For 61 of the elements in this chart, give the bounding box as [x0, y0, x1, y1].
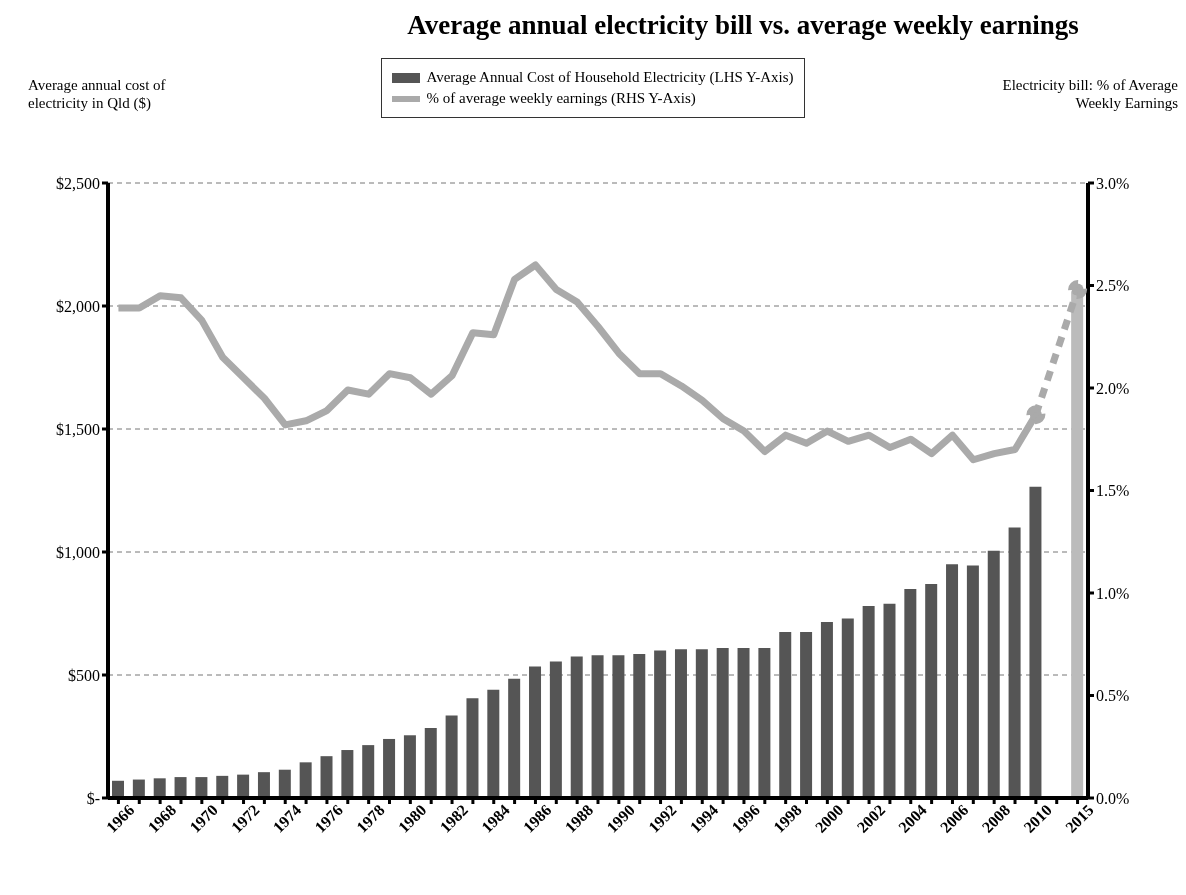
bar: [237, 774, 250, 798]
bar: [341, 750, 354, 798]
bar: [862, 606, 875, 798]
y2-tick-label: 0.5%: [1096, 687, 1130, 705]
bar: [403, 735, 416, 798]
y2-tick-label: 0.0%: [1096, 789, 1130, 807]
bar: [362, 745, 375, 798]
bar: [966, 565, 979, 798]
bar: [257, 772, 270, 798]
bar: [758, 647, 771, 798]
y-tick-label: $2,000: [56, 297, 100, 315]
bar: [883, 603, 896, 798]
bar: [946, 564, 959, 798]
bar: [779, 631, 792, 798]
bar: [299, 762, 312, 798]
legend-label: Average Annual Cost of Household Electricity (LHS Y-Axis): [426, 69, 794, 86]
y2-axis-title: Electricity bill: % of Average Weekly Earnings: [1001, 76, 1178, 112]
bar: [633, 654, 646, 798]
y2-tick-label: 1.5%: [1096, 482, 1130, 500]
bar: [549, 661, 562, 798]
bar: [383, 738, 396, 798]
y-tick-label: $-: [86, 789, 100, 807]
bar: [216, 775, 229, 798]
bar: [529, 666, 542, 798]
y-tick-label: $1,500: [56, 420, 100, 438]
bar: [278, 769, 291, 798]
bar: [904, 588, 917, 798]
bar: [820, 622, 833, 798]
y-tick-label: $2,500: [56, 174, 100, 192]
bar: [841, 618, 854, 798]
y-tick-label: $500: [68, 666, 100, 684]
bar: [195, 777, 208, 798]
bar: [612, 655, 625, 798]
bar: [466, 698, 479, 798]
bar: [174, 777, 187, 798]
bar: [153, 778, 166, 798]
bar: [674, 649, 687, 798]
y2-tick-label: 2.0%: [1096, 379, 1130, 397]
bar: [591, 655, 604, 798]
legend-label: % of average weekly earnings (RHS Y-Axis): [426, 90, 696, 107]
bar: [925, 583, 938, 798]
y2-tick-label: 1.0%: [1096, 584, 1130, 602]
bar: [445, 715, 458, 798]
bar: [424, 727, 437, 798]
bar: [320, 756, 333, 798]
bar: [508, 678, 521, 798]
bar: [695, 649, 708, 798]
bar: [716, 647, 729, 798]
bar: [987, 550, 1000, 798]
y2-tick-label: 3.0%: [1096, 174, 1130, 192]
bar: [737, 647, 750, 798]
bar: [800, 631, 813, 798]
y-axis-title: Average annual cost of electricity in Qld ($): [28, 76, 167, 112]
y-tick-label: $1,000: [56, 543, 100, 561]
bar: [570, 656, 583, 798]
chart-title: Average annual electricity bill vs. average weekly earnings: [406, 10, 1080, 41]
bar: [1029, 486, 1042, 798]
bar: [487, 689, 500, 798]
y2-tick-label: 2.5%: [1096, 277, 1130, 295]
bar: [654, 650, 667, 798]
bar: [1008, 527, 1021, 798]
